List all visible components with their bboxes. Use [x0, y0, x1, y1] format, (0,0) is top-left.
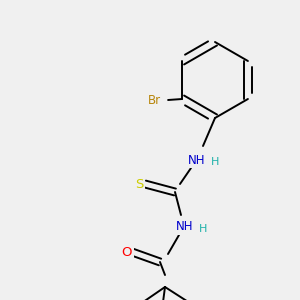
Text: NH: NH — [188, 154, 206, 166]
Text: O: O — [122, 245, 132, 259]
Text: S: S — [135, 178, 143, 190]
Text: H: H — [211, 157, 219, 167]
Text: H: H — [199, 224, 207, 234]
Text: Br: Br — [148, 94, 161, 107]
Text: NH: NH — [176, 220, 194, 233]
